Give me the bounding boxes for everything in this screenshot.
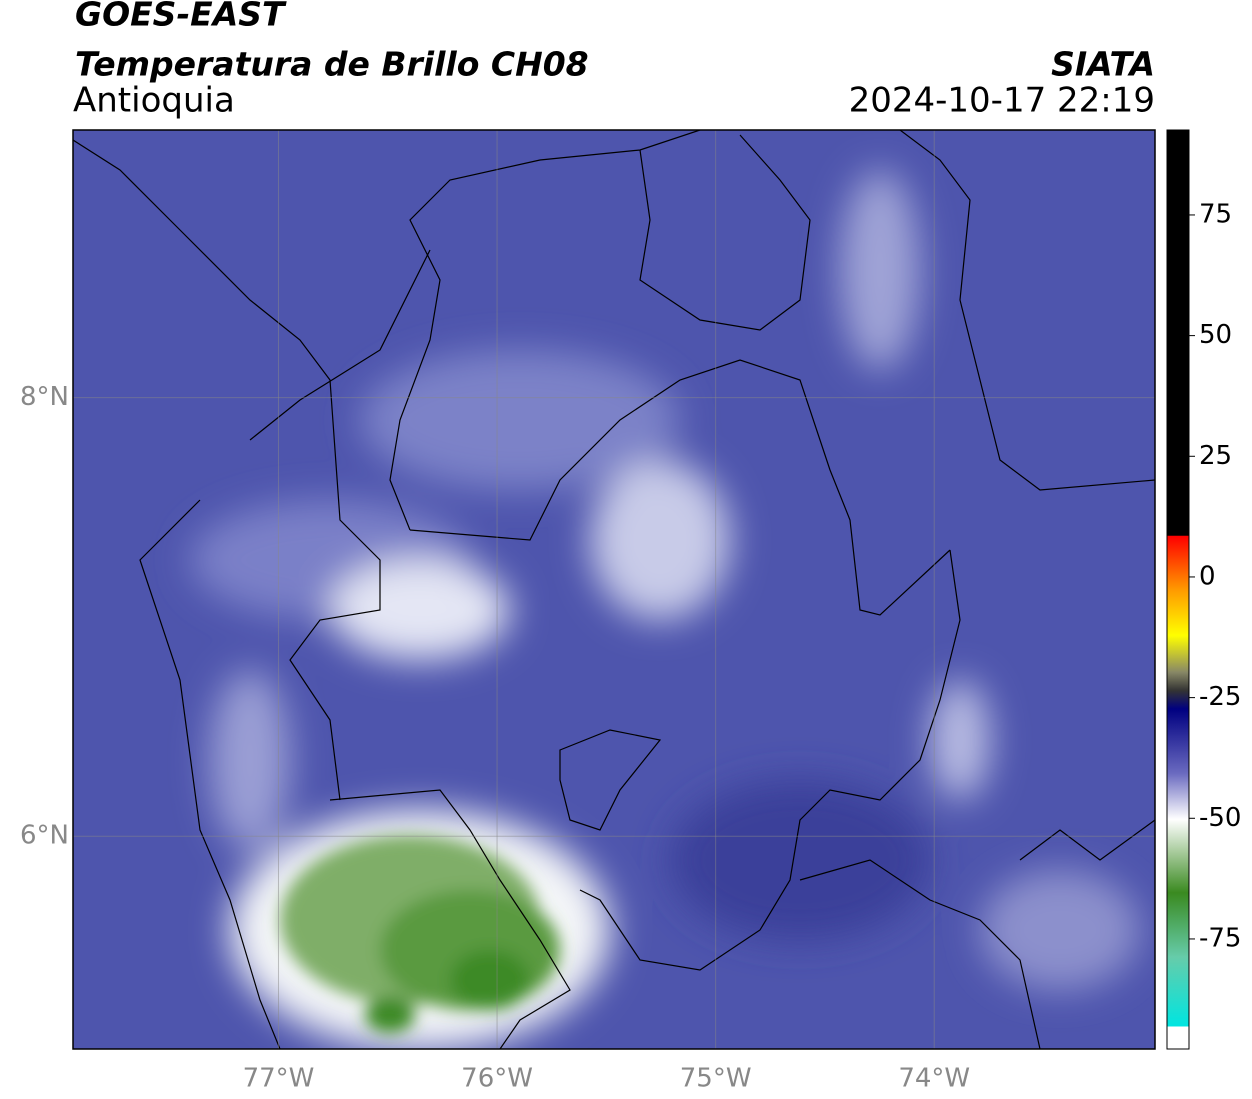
colorbar-tick-label: 25 [1199, 441, 1232, 471]
timestamp: 2024-10-17 22:19 [849, 81, 1155, 121]
lon-tick-label: 77°W [243, 1064, 315, 1094]
graticule [73, 130, 1155, 1049]
subtitle: Temperatura de Brillo CH08 [75, 45, 589, 84]
lat-tick-label: 8°N [20, 382, 69, 412]
region: Antioquia [73, 81, 235, 121]
lon-tick-label: 76°W [461, 1064, 533, 1094]
colorbar-tick-label: 0 [1199, 561, 1216, 591]
colorbar-tick-label: -25 [1199, 682, 1241, 712]
satellite-image [73, 130, 1155, 1049]
colorbar-tick-label: 50 [1199, 320, 1232, 350]
colorbar-tick-label: 75 [1199, 199, 1232, 229]
lon-tick-label: 74°W [898, 1064, 970, 1094]
source: SIATA [1051, 45, 1155, 84]
title: GOES-EAST [75, 0, 287, 34]
lon-tick-label: 75°W [680, 1064, 752, 1094]
lat-tick-label: 6°N [20, 821, 69, 851]
colorbar-tick-label: -50 [1199, 803, 1241, 833]
colorbar-tick-label: -75 [1199, 923, 1241, 953]
colorbar [1166, 129, 1190, 1050]
map-frame [72, 129, 1156, 1050]
